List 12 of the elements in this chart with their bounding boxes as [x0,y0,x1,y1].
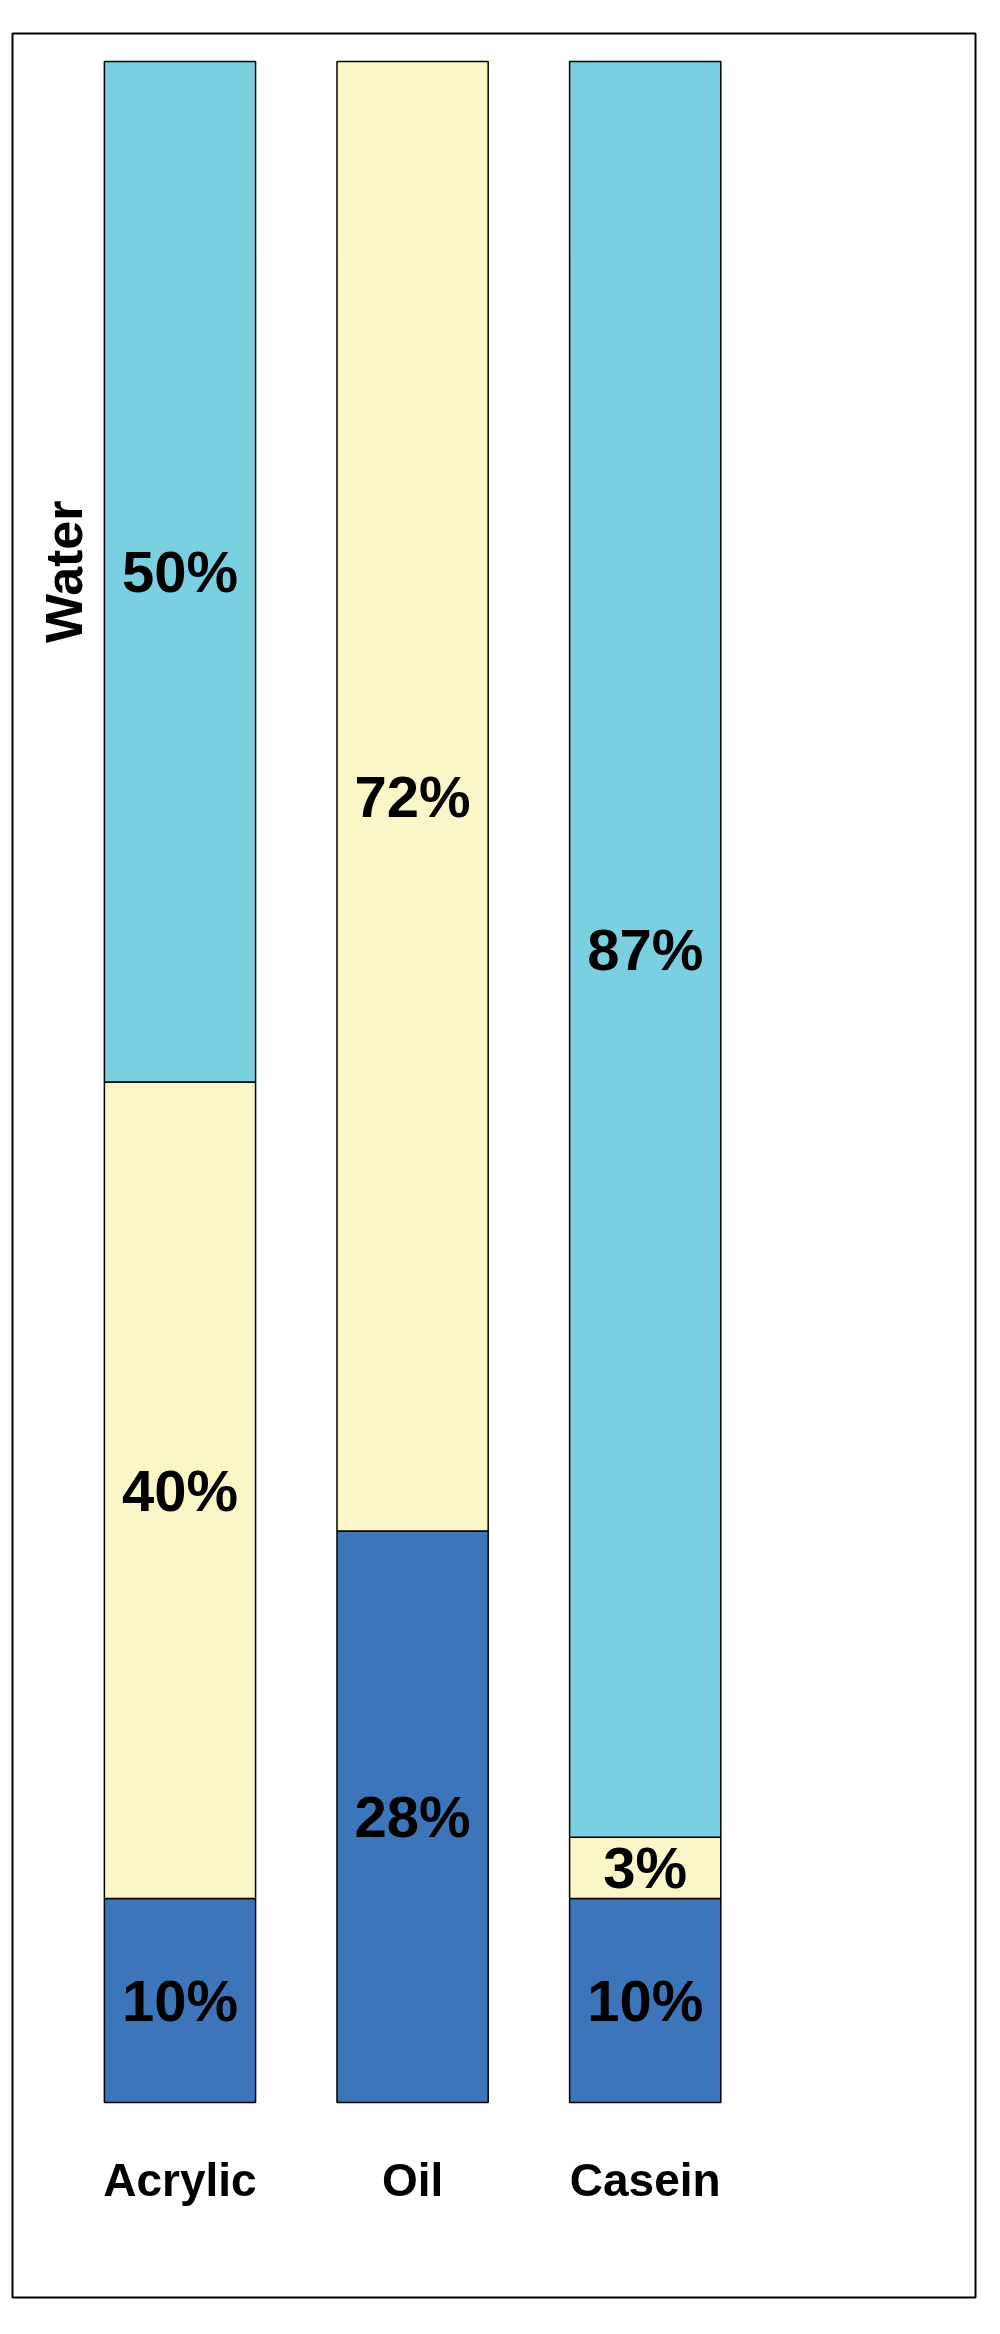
data-label: 87% [587,916,704,982]
data-label: 10% [587,1968,704,2034]
data-label: 50% [121,539,239,605]
data-label: 28% [354,1784,471,1850]
x-tick-label: Oil [381,2154,444,2207]
data-label: 72% [354,763,471,829]
x-tick-label: Casein [569,2154,721,2207]
data-label: 10% [121,1968,239,2034]
text: Water [34,500,93,644]
x-tick-label: Acrylic [103,2154,257,2207]
data-label: 40% [121,1457,239,1523]
data-label: 3% [603,1835,688,1901]
